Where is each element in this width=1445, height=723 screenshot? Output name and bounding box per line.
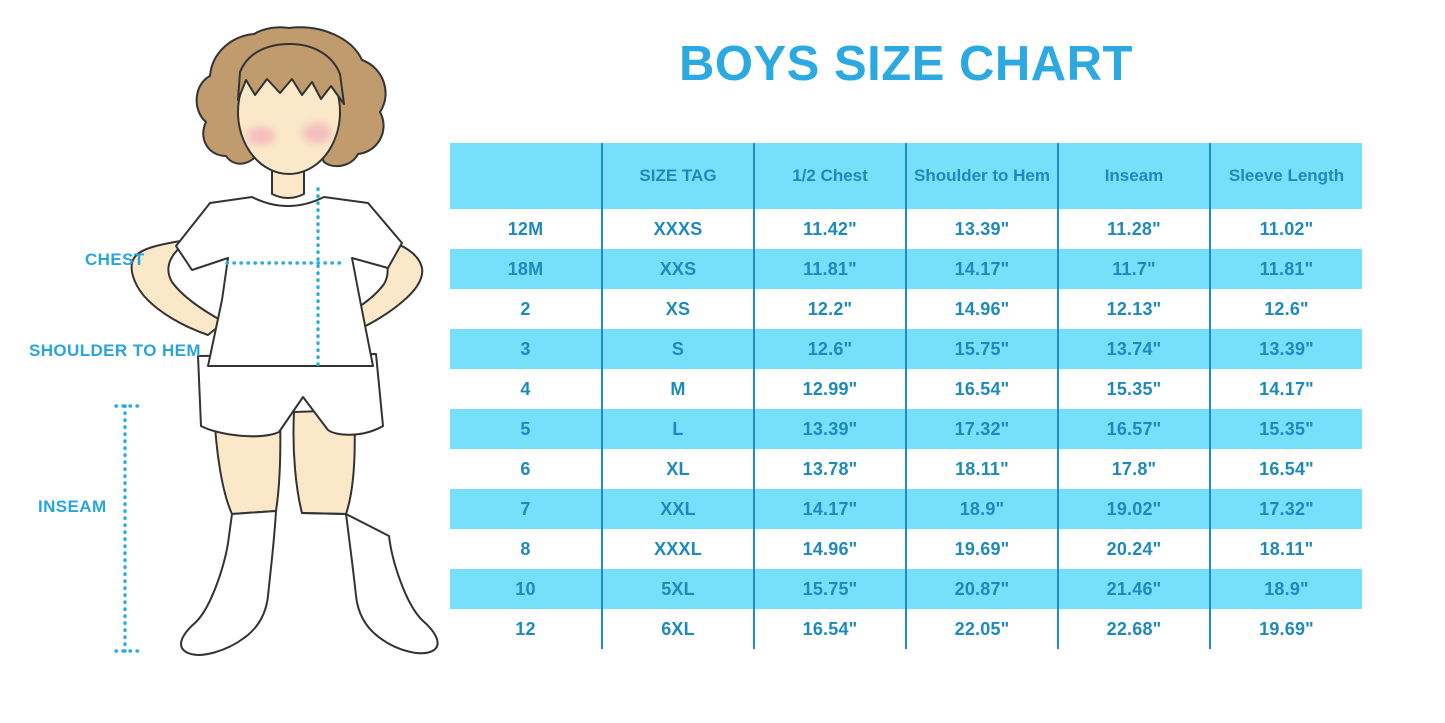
measurement-cell: XS xyxy=(601,289,754,329)
measurement-cell: 14.96" xyxy=(905,289,1058,329)
measurement-cell: XXL xyxy=(601,489,754,529)
measurement-cell: XXS xyxy=(601,249,754,289)
table-row: 5 L 13.39" 17.32" 16.57" 15.35" xyxy=(450,409,1362,449)
size-cell: 3 xyxy=(520,338,531,359)
measurement-cell: 14.17" xyxy=(753,489,906,529)
measurement-cell: 18.9" xyxy=(1209,569,1362,609)
boy-illustration xyxy=(114,26,439,656)
column-header-size xyxy=(450,143,602,209)
tshirt xyxy=(175,196,403,367)
table-row: 6 XL 13.78" 18.11" 17.8" 16.54" xyxy=(450,449,1362,489)
measurement-cell: 17.32" xyxy=(905,409,1058,449)
measurement-cell: 12.13" xyxy=(1057,289,1210,329)
measurement-cell: 12.6" xyxy=(1209,289,1362,329)
measurement-cell: 18.9" xyxy=(905,489,1058,529)
measurement-cell: 6XL xyxy=(601,609,754,649)
measurement-cell: M xyxy=(601,369,754,409)
inseam-label: INSEAM xyxy=(38,497,107,516)
measurement-cell: L xyxy=(601,409,754,449)
measurement-cell: 16.54" xyxy=(905,369,1058,409)
measurement-cell: 11.02" xyxy=(1209,209,1362,249)
measurement-cell: 13.74" xyxy=(1057,329,1210,369)
column-header-inseam: Inseam xyxy=(1057,143,1210,209)
measurement-cell: 19.69" xyxy=(1209,609,1362,649)
measurement-cell: 12.6" xyxy=(753,329,906,369)
measurement-cell: 20.87" xyxy=(905,569,1058,609)
measurement-cell: 11.7" xyxy=(1057,249,1210,289)
measurement-cell: 19.02" xyxy=(1057,489,1210,529)
measurement-cell: 11.28" xyxy=(1057,209,1210,249)
measurement-cell: 22.05" xyxy=(905,609,1058,649)
size-cell: 18M xyxy=(507,258,544,279)
table-row: 12M XXXS 11.42" 13.39" 11.28" 11.02" xyxy=(450,209,1362,249)
page-title: BOYS SIZE CHART xyxy=(679,37,1133,91)
size-cell: 6 xyxy=(520,458,531,479)
measurement-cell: S xyxy=(601,329,754,369)
size-cell: 5 xyxy=(520,418,531,439)
measurement-cell: 13.39" xyxy=(753,409,906,449)
size-cell: 12M xyxy=(507,218,544,239)
measurement-cell: 18.11" xyxy=(905,449,1058,489)
table-row: 18M XXS 11.81" 14.17" 11.7" 11.81" xyxy=(450,249,1362,289)
measurement-cell: 17.8" xyxy=(1057,449,1210,489)
measurement-cell: 12.99" xyxy=(753,369,906,409)
measurement-cell: 13.39" xyxy=(1209,329,1362,369)
size-cell: 7 xyxy=(520,498,531,519)
measurement-cell: 15.35" xyxy=(1057,369,1210,409)
measurement-cell: 11.42" xyxy=(753,209,906,249)
blush-left-cheek xyxy=(247,127,275,145)
measurement-cell: 17.32" xyxy=(1209,489,1362,529)
size-cell: 8 xyxy=(520,538,531,559)
column-header-size-tag: SIZE TAG xyxy=(601,143,754,209)
measurement-cell: 14.17" xyxy=(1209,369,1362,409)
table-row: 8 XXXL 14.96" 19.69" 20.24" 18.11" xyxy=(450,529,1362,569)
measurement-cell: 16.57" xyxy=(1057,409,1210,449)
column-header-1-2-chest: 1/2 Chest xyxy=(753,143,906,209)
measurement-cell: 15.75" xyxy=(905,329,1058,369)
shoulder-to-hem-label: SHOULDER TO HEM xyxy=(29,341,201,360)
measurement-cell: 14.96" xyxy=(753,529,906,569)
table-row: 3 S 12.6" 15.75" 13.74" 13.39" xyxy=(450,329,1362,369)
measurement-cell: 11.81" xyxy=(1209,249,1362,289)
blush-right-cheek xyxy=(302,123,332,143)
column-header-sleeve-length: Sleeve Length xyxy=(1209,143,1362,209)
measurement-cell: 13.39" xyxy=(905,209,1058,249)
measurement-cell: 18.11" xyxy=(1209,529,1362,569)
measurement-cell: 22.68" xyxy=(1057,609,1210,649)
measurement-cell: 14.17" xyxy=(905,249,1058,289)
size-cell: 4 xyxy=(520,378,531,399)
measurement-cell: 11.81" xyxy=(753,249,906,289)
measurement-cell: 16.54" xyxy=(1209,449,1362,489)
hair-fringe xyxy=(237,43,345,105)
size-table: SIZE TAG 1/2 Chest Shoulder to Hem Inseam Sl… xyxy=(450,143,1362,649)
size-cell: 12 xyxy=(515,618,536,639)
table-row: 2 XS 12.2" 14.96" 12.13" 12.6" xyxy=(450,289,1362,329)
left-sock xyxy=(180,510,277,656)
chest-label: CHEST xyxy=(85,250,145,269)
table-row: 12 6XL 16.54" 22.05" 22.68" 19.69" xyxy=(450,609,1362,649)
table-row: 10 5XL 15.75" 20.87" 21.46" 18.9" xyxy=(450,569,1362,609)
measurement-cell: 19.69" xyxy=(905,529,1058,569)
measurement-cell: 21.46" xyxy=(1057,569,1210,609)
measurement-cell: XXXS xyxy=(601,209,754,249)
measurement-cell: 5XL xyxy=(601,569,754,609)
table-row: 4 M 12.99" 16.54" 15.35" 14.17" xyxy=(450,369,1362,409)
measurement-cell: 16.54" xyxy=(753,609,906,649)
column-header-shoulder-to-hem: Shoulder to Hem xyxy=(905,143,1058,209)
measurement-cell: 15.35" xyxy=(1209,409,1362,449)
measurement-cell: XXXL xyxy=(601,529,754,569)
measurement-cell: 20.24" xyxy=(1057,529,1210,569)
measurement-cell: XL xyxy=(601,449,754,489)
size-table-header: SIZE TAG 1/2 Chest Shoulder to Hem Inseam Sl… xyxy=(450,143,1362,209)
table-row: 7 XXL 14.17" 18.9" 19.02" 17.32" xyxy=(450,489,1362,529)
size-cell: 10 xyxy=(515,578,536,599)
right-sock xyxy=(301,512,439,655)
measurement-cell: 13.78" xyxy=(753,449,906,489)
shorts xyxy=(197,353,384,438)
measurement-cell: 15.75" xyxy=(753,569,906,609)
measurement-cell: 12.2" xyxy=(753,289,906,329)
left-arm xyxy=(130,239,225,336)
size-cell: 2 xyxy=(520,298,531,319)
